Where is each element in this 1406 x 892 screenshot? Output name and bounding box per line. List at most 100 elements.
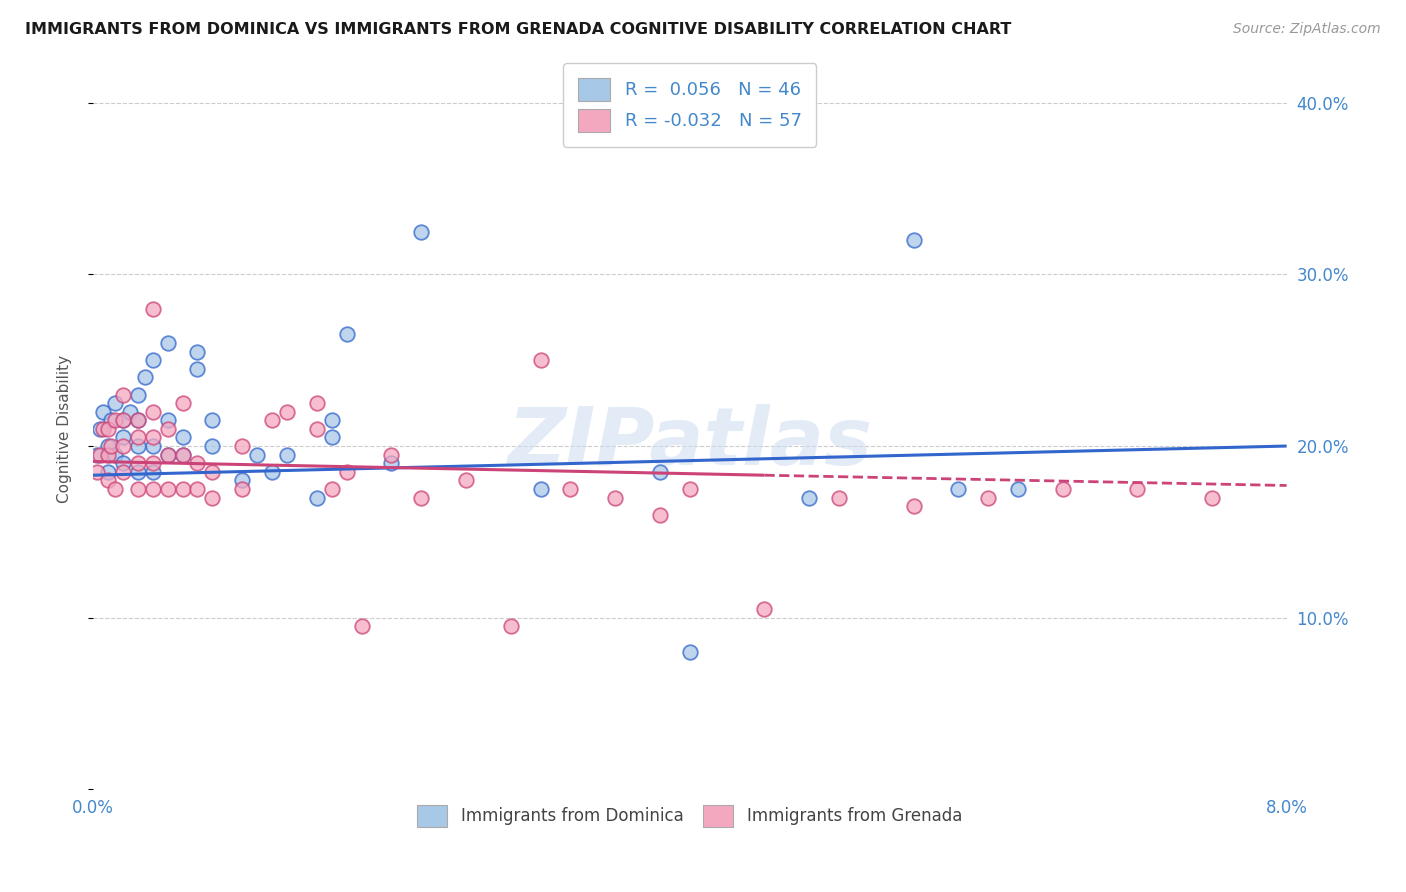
Point	[93, 405, 115, 419]
Point	[127, 413, 149, 427]
Point	[530, 353, 553, 368]
Point	[111, 413, 134, 427]
Point	[156, 482, 179, 496]
Point	[754, 602, 776, 616]
Point	[903, 233, 925, 247]
Point	[454, 474, 477, 488]
Point	[186, 361, 208, 376]
Point	[127, 482, 149, 496]
Point	[156, 413, 179, 427]
Point	[97, 448, 120, 462]
Point	[111, 465, 134, 479]
Point	[336, 327, 359, 342]
Point	[142, 353, 165, 368]
Y-axis label: Cognitive Disability: Cognitive Disability	[58, 355, 72, 503]
Point	[948, 482, 970, 496]
Point	[380, 456, 402, 470]
Point	[111, 439, 134, 453]
Point	[828, 491, 851, 505]
Point	[246, 448, 269, 462]
Point	[1201, 491, 1223, 505]
Point	[100, 439, 122, 453]
Text: IMMIGRANTS FROM DOMINICA VS IMMIGRANTS FROM GRENADA COGNITIVE DISABILITY CORRELA: IMMIGRANTS FROM DOMINICA VS IMMIGRANTS F…	[25, 22, 1012, 37]
Point	[127, 430, 149, 444]
Point	[156, 448, 179, 462]
Point	[172, 482, 194, 496]
Point	[260, 413, 283, 427]
Point	[127, 439, 149, 453]
Point	[111, 456, 134, 470]
Point	[172, 448, 194, 462]
Point	[380, 448, 402, 462]
Point	[127, 387, 149, 401]
Point	[305, 422, 328, 436]
Point	[276, 448, 298, 462]
Point	[86, 465, 108, 479]
Point	[97, 474, 120, 488]
Point	[336, 465, 359, 479]
Point	[134, 370, 156, 384]
Text: ZIPatlas: ZIPatlas	[508, 404, 872, 483]
Point	[111, 430, 134, 444]
Point	[648, 508, 671, 522]
Point	[111, 387, 134, 401]
Text: Source: ZipAtlas.com: Source: ZipAtlas.com	[1233, 22, 1381, 37]
Point	[799, 491, 821, 505]
Point	[100, 413, 122, 427]
Point	[104, 413, 127, 427]
Point	[104, 448, 127, 462]
Point	[142, 439, 165, 453]
Point	[276, 405, 298, 419]
Point	[977, 491, 1000, 505]
Point	[172, 396, 194, 410]
Point	[186, 344, 208, 359]
Point	[156, 422, 179, 436]
Point	[97, 465, 120, 479]
Point	[201, 439, 224, 453]
Point	[350, 619, 373, 633]
Point	[411, 491, 433, 505]
Point	[172, 430, 194, 444]
Point	[201, 413, 224, 427]
Point	[89, 422, 111, 436]
Point	[321, 482, 343, 496]
Point	[156, 336, 179, 351]
Point	[560, 482, 582, 496]
Point	[142, 482, 165, 496]
Point	[142, 301, 165, 316]
Point	[321, 413, 343, 427]
Point	[321, 430, 343, 444]
Legend: Immigrants from Dominica, Immigrants from Grenada: Immigrants from Dominica, Immigrants fro…	[409, 797, 970, 835]
Point	[1052, 482, 1074, 496]
Point	[127, 456, 149, 470]
Point	[305, 491, 328, 505]
Point	[231, 482, 253, 496]
Point	[605, 491, 627, 505]
Point	[97, 439, 120, 453]
Point	[411, 225, 433, 239]
Point	[142, 405, 165, 419]
Point	[104, 482, 127, 496]
Point	[201, 491, 224, 505]
Point	[231, 474, 253, 488]
Point	[127, 413, 149, 427]
Point	[127, 465, 149, 479]
Point	[903, 499, 925, 513]
Point	[186, 482, 208, 496]
Point	[97, 422, 120, 436]
Point	[305, 396, 328, 410]
Point	[679, 645, 702, 659]
Point	[1007, 482, 1029, 496]
Point	[231, 439, 253, 453]
Point	[530, 482, 553, 496]
Point	[679, 482, 702, 496]
Point	[201, 465, 224, 479]
Point	[499, 619, 522, 633]
Point	[89, 448, 111, 462]
Point	[104, 396, 127, 410]
Point	[142, 430, 165, 444]
Point	[142, 456, 165, 470]
Point	[86, 448, 108, 462]
Point	[1126, 482, 1149, 496]
Point	[648, 465, 671, 479]
